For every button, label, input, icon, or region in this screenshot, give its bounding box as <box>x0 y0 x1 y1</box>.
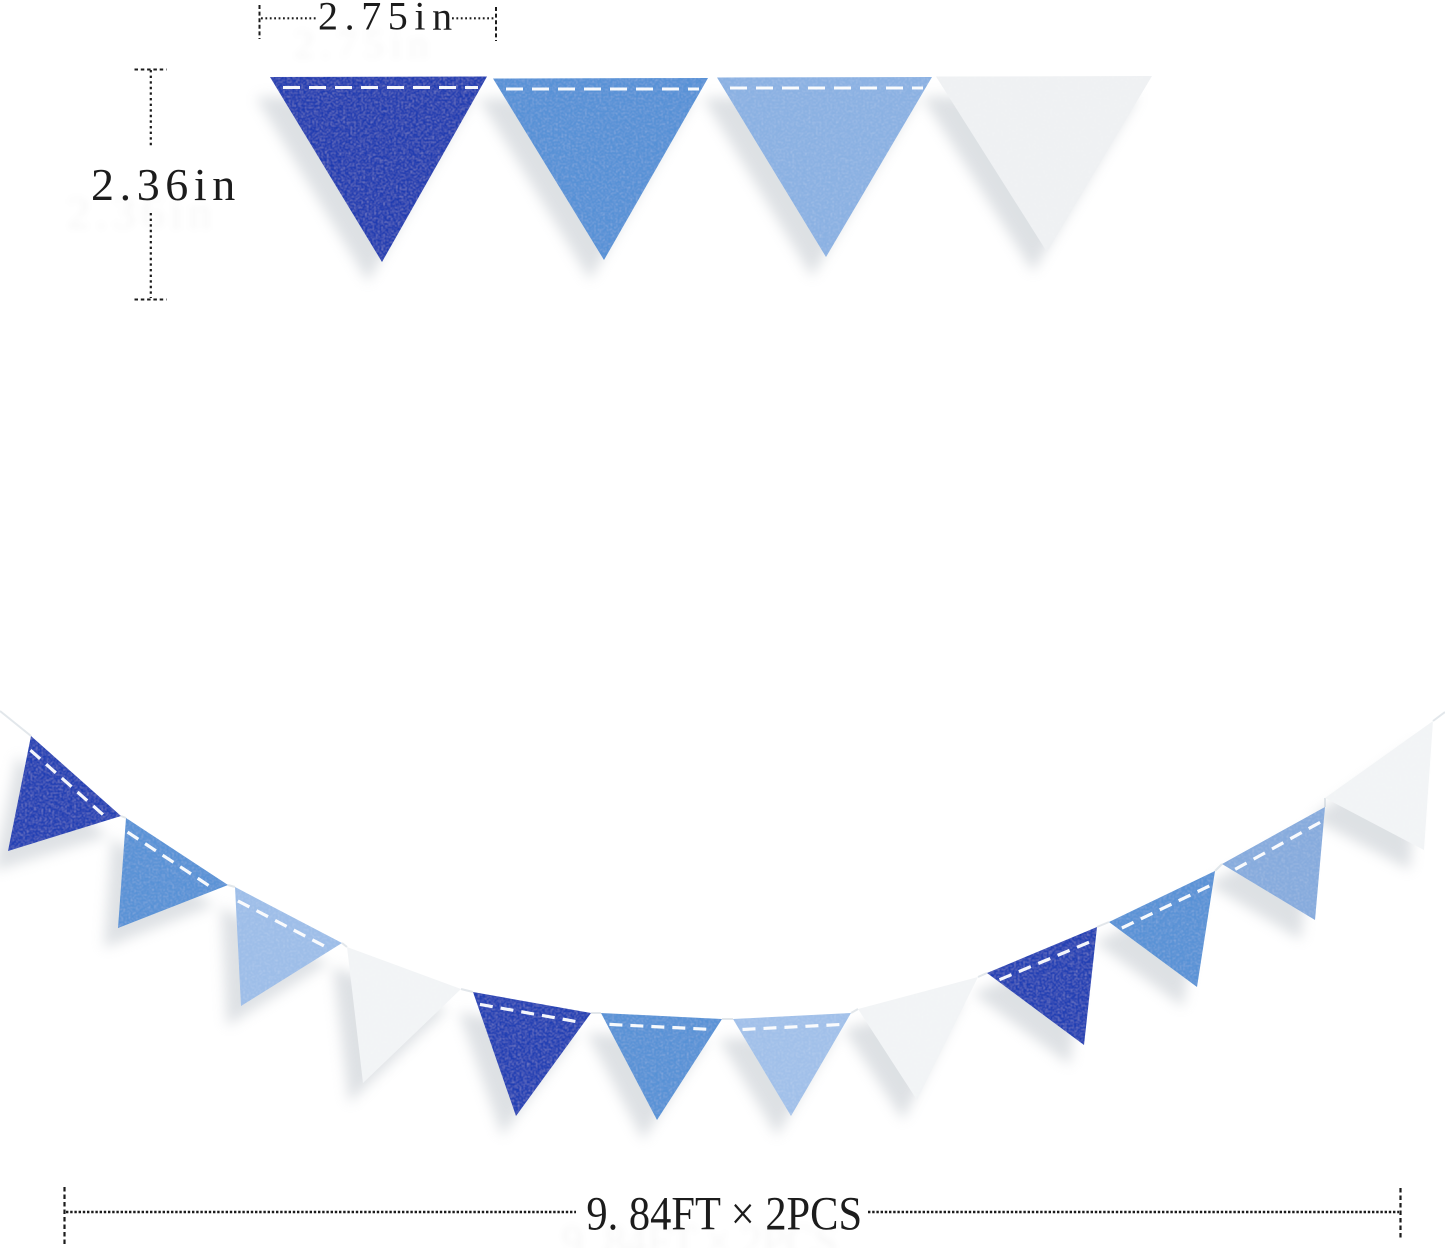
svg-text:2.36in: 2.36in <box>91 159 241 210</box>
svg-text:9. 84FT × 2PCS: 9. 84FT × 2PCS <box>586 1187 862 1240</box>
svg-text:2.75in: 2.75in <box>318 0 459 39</box>
